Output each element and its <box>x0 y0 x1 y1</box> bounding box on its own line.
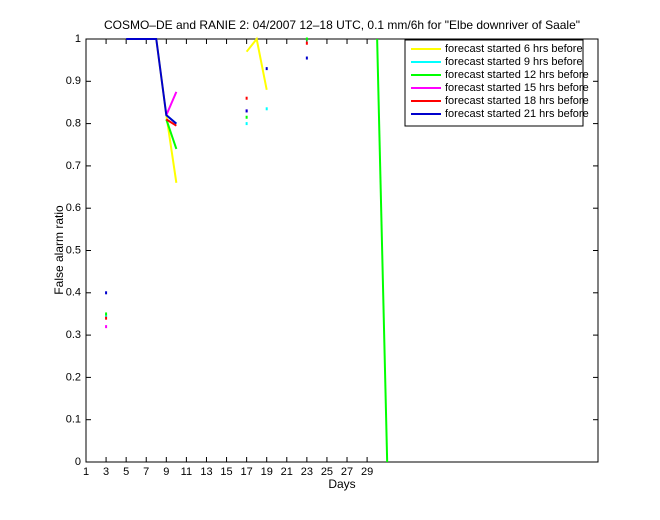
series-line <box>245 36 268 90</box>
x-axis-label: Days <box>328 477 355 491</box>
legend-label: forecast started 6 hrs before <box>445 43 583 55</box>
legend-label: forecast started 15 hrs before <box>445 82 589 94</box>
series-line <box>165 118 177 127</box>
x-tick-label: 25 <box>321 466 333 478</box>
series-line <box>126 38 177 125</box>
y-axis-label: False alarm ratio <box>52 205 66 295</box>
y-tick-label: 0.6 <box>66 202 81 214</box>
x-tick-label: 19 <box>261 466 273 478</box>
series-line <box>136 38 178 183</box>
series-line <box>165 119 178 150</box>
legend-label: forecast started 9 hrs before <box>445 56 583 68</box>
x-tick-label: 1 <box>83 466 89 478</box>
legend-label: forecast started 18 hrs before <box>445 95 589 107</box>
series-line <box>376 38 389 463</box>
x-tick-label: 29 <box>361 466 373 478</box>
y-tick-label: 0.9 <box>66 75 81 87</box>
x-tick-label: 21 <box>281 466 293 478</box>
y-tick-label: 0.2 <box>66 371 81 383</box>
y-tick-label: 0.8 <box>66 118 81 130</box>
legend-label: forecast started 21 hrs before <box>445 108 589 120</box>
y-tick-label: 0.3 <box>66 329 81 341</box>
x-tick-label: 27 <box>341 466 353 478</box>
x-tick-label: 9 <box>163 466 169 478</box>
y-tick-label: 0.5 <box>66 244 81 256</box>
y-tick-label: 0.7 <box>66 160 81 172</box>
legend-label: forecast started 12 hrs before <box>445 69 589 81</box>
x-tick-label: 17 <box>241 466 253 478</box>
x-tick-label: 11 <box>181 466 192 478</box>
chart-title: COSMO–DE and RANIE 2: 04/2007 12–18 UTC,… <box>104 18 580 32</box>
y-tick-label: 0.1 <box>66 414 81 426</box>
y-tick-label: 0.4 <box>66 287 81 299</box>
x-tick-label: 15 <box>220 466 232 478</box>
y-tick-label: 0 <box>75 456 81 468</box>
x-tick-label: 5 <box>123 466 129 478</box>
x-tick-label: 7 <box>143 466 149 478</box>
x-tick-label: 13 <box>200 466 212 478</box>
legend-box <box>404 39 584 127</box>
y-tick-label: 1 <box>75 33 81 45</box>
x-tick-label: 23 <box>301 466 313 478</box>
x-tick-label: 3 <box>103 466 109 478</box>
series-line <box>165 91 178 116</box>
